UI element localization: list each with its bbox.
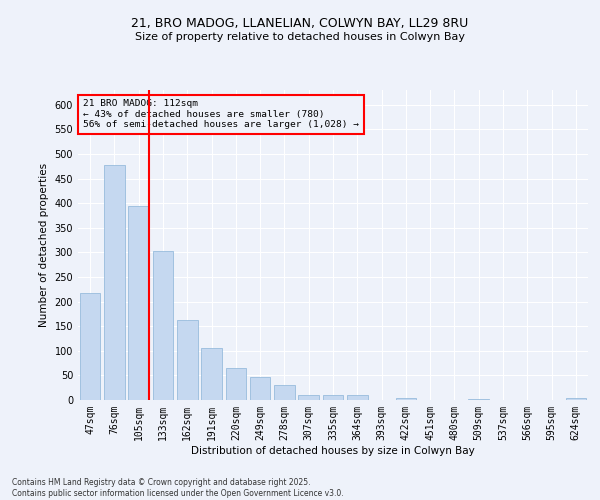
Text: Size of property relative to detached houses in Colwyn Bay: Size of property relative to detached ho… — [135, 32, 465, 42]
Bar — [177, 320, 197, 400]
Bar — [395, 398, 416, 400]
Bar — [152, 252, 173, 400]
Text: 21, BRO MADOG, LLANELIAN, COLWYN BAY, LL29 8RU: 21, BRO MADOG, LLANELIAN, COLWYN BAY, LL… — [131, 18, 469, 30]
Y-axis label: Number of detached properties: Number of detached properties — [39, 163, 49, 327]
Bar — [226, 368, 246, 400]
Bar — [469, 398, 489, 400]
Bar — [80, 292, 100, 400]
Bar — [323, 395, 343, 400]
Bar — [104, 165, 125, 400]
Bar — [250, 377, 271, 400]
Bar — [201, 348, 222, 400]
Text: 21 BRO MADOG: 112sqm
← 43% of detached houses are smaller (780)
56% of semi-deta: 21 BRO MADOG: 112sqm ← 43% of detached h… — [83, 100, 359, 129]
Bar — [298, 395, 319, 400]
Text: Contains HM Land Registry data © Crown copyright and database right 2025.
Contai: Contains HM Land Registry data © Crown c… — [12, 478, 344, 498]
Bar — [347, 395, 368, 400]
Bar — [128, 206, 149, 400]
X-axis label: Distribution of detached houses by size in Colwyn Bay: Distribution of detached houses by size … — [191, 446, 475, 456]
Bar — [274, 385, 295, 400]
Bar — [566, 398, 586, 400]
